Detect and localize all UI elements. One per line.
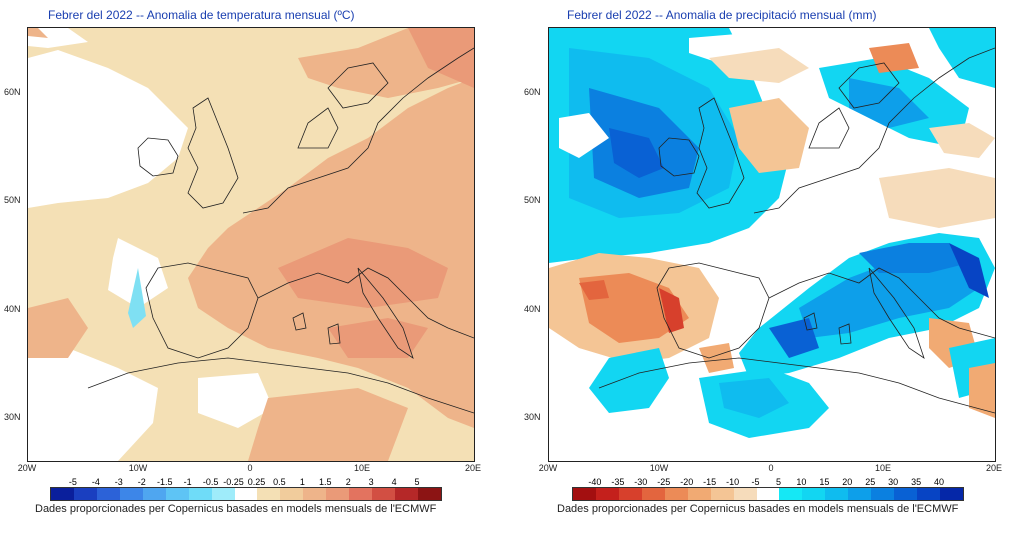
colorbar-tick-label: 10 (796, 477, 807, 487)
colorbar-swatch (664, 488, 688, 500)
colorbar-swatch (710, 488, 734, 500)
colorbar-swatch (73, 488, 97, 500)
colorbar-swatch (257, 488, 281, 500)
colorbar-tick-label: 0.5 (273, 477, 286, 487)
temperature-anomaly-panel: Febrer del 2022 -- Anomalia de temperatu… (4, 8, 482, 515)
temperature-anomaly-map (27, 27, 475, 462)
colorbar-swatch (802, 488, 826, 500)
colorbar-swatch (119, 488, 143, 500)
colorbar-swatch (687, 488, 711, 500)
colorbar-swatch (779, 488, 803, 500)
colorbar-swatch (165, 488, 189, 500)
colorbar-swatch (326, 488, 350, 500)
colorbar-swatch (641, 488, 665, 500)
colorbar-tick-label: -0.5 (202, 477, 219, 487)
colorbar-tick-label: 2 (345, 477, 351, 487)
colorbar-swatch (349, 488, 373, 500)
lat-label-50n: 50N (4, 195, 21, 205)
precipitation-colorbar (572, 487, 964, 501)
colorbar-tick-label: -5 (751, 477, 760, 487)
colorbar-tick-label: -1 (183, 477, 192, 487)
lon-label-20w: 20W (17, 463, 37, 473)
colorbar-swatch (848, 488, 872, 500)
lat-label-60n: 60N (4, 87, 21, 97)
colorbar-tick-label: 20 (842, 477, 853, 487)
colorbar-swatch (940, 488, 963, 500)
colorbar-tick-label: 35 (911, 477, 922, 487)
colorbar-swatch (211, 488, 235, 500)
lon-label-0: 0 (247, 463, 253, 473)
colorbar-tick-label: 5 (414, 477, 420, 487)
colorbar-tick-label: 4 (391, 477, 397, 487)
colorbar-swatch (303, 488, 327, 500)
colorbar-tick-label: 1.5 (319, 477, 332, 487)
lat-label-50n: 50N (524, 195, 541, 205)
precipitation-anomaly-panel: Febrer del 2022 -- Anomalia de precipita… (512, 0, 1024, 534)
colorbar-tick-label: -10 (726, 477, 740, 487)
temperature-map-graphic (28, 28, 474, 461)
lon-label-10w: 10W (649, 463, 669, 473)
colorbar-swatch (894, 488, 918, 500)
colorbar-swatch (573, 488, 596, 500)
colorbar-tick-label: -4 (91, 477, 100, 487)
colorbar-tick-label: 15 (819, 477, 830, 487)
precipitation-map-title: Febrer del 2022 -- Anomalia de precipita… (567, 8, 877, 22)
lon-label-10e: 10E (353, 463, 371, 473)
colorbar-tick-label: 25 (865, 477, 876, 487)
colorbar-tick-label: -1.5 (156, 477, 173, 487)
precipitation-map-graphic (549, 28, 995, 461)
colorbar-tick-label: 1 (299, 477, 305, 487)
lat-label-40n: 40N (524, 304, 541, 314)
colorbar-swatch (825, 488, 849, 500)
colorbar-swatch (142, 488, 166, 500)
lon-label-10w: 10W (128, 463, 148, 473)
colorbar-swatch (372, 488, 396, 500)
lat-label-30n: 30N (4, 412, 21, 422)
lon-label-0: 0 (768, 463, 774, 473)
colorbar-tick-label: 30 (888, 477, 899, 487)
lat-label-40n: 40N (4, 304, 21, 314)
colorbar-swatch (917, 488, 940, 500)
lon-label-10e: 10E (874, 463, 892, 473)
colorbar-swatch (871, 488, 895, 500)
colorbar-swatch (234, 488, 258, 500)
colorbar-tick-label: -3 (114, 477, 123, 487)
colorbar-tick-label: -2 (137, 477, 146, 487)
colorbar-swatch (595, 488, 619, 500)
lon-label-20e: 20E (985, 463, 1003, 473)
colorbar-swatch (51, 488, 74, 500)
colorbar-swatch (618, 488, 642, 500)
precipitation-data-credit: Dades proporcionades per Copernicus basa… (557, 503, 959, 515)
colorbar-tick-label: 3 (368, 477, 374, 487)
colorbar-swatch (733, 488, 757, 500)
colorbar-swatch (188, 488, 212, 500)
colorbar-swatch (756, 488, 780, 500)
lon-label-20w: 20W (538, 463, 558, 473)
temperature-map-title: Febrer del 2022 -- Anomalia de temperatu… (48, 8, 355, 22)
colorbar-tick-label: 5 (775, 477, 781, 487)
colorbar-tick-label: -40 (588, 477, 602, 487)
colorbar-swatch (418, 488, 441, 500)
colorbar-swatch (96, 488, 120, 500)
lon-label-20e: 20E (464, 463, 482, 473)
colorbar-swatch (280, 488, 304, 500)
temperature-data-credit: Dades proporcionades per Copernicus basa… (35, 503, 437, 515)
colorbar-tick-label: -35 (611, 477, 625, 487)
colorbar-tick-label: -15 (703, 477, 717, 487)
lat-label-30n: 30N (524, 412, 541, 422)
colorbar-tick-label: 0.25 (247, 477, 266, 487)
colorbar-tick-label: -0.25 (223, 477, 244, 487)
lat-label-60n: 60N (524, 87, 541, 97)
temperature-colorbar (50, 487, 442, 501)
precipitation-anomaly-map (548, 27, 996, 462)
colorbar-tick-label: -20 (680, 477, 694, 487)
colorbar-swatch (395, 488, 418, 500)
colorbar-tick-label: -25 (657, 477, 671, 487)
colorbar-tick-label: -30 (634, 477, 648, 487)
colorbar-tick-label: 40 (934, 477, 945, 487)
colorbar-tick-label: -5 (68, 477, 77, 487)
